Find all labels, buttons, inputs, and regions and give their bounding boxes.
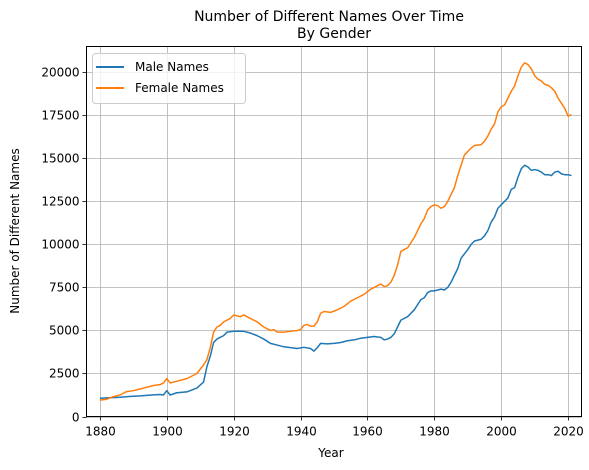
series-layer	[99, 62, 572, 401]
x-tick-label: 2000	[486, 425, 517, 439]
x-tick-label: 1920	[219, 425, 250, 439]
legend-label-female: Female Names	[135, 81, 224, 95]
y-tick-label: 2500	[49, 367, 80, 381]
y-tick-label: 10000	[41, 238, 79, 252]
y-axis-label: Number of Different Names	[8, 148, 22, 313]
x-axis-label: Year	[317, 446, 343, 460]
grid	[86, 46, 582, 418]
y-tick-label: 7500	[49, 281, 80, 295]
y-axis: 0 2500 5000 7500 10000 12500 15000 17500 20000	[41, 66, 87, 425]
x-tick-label: 1940	[286, 425, 317, 439]
chart-title: Number of Different Names Over Time	[194, 9, 464, 25]
legend-box	[92, 53, 246, 104]
x-tick-label: 1980	[419, 425, 450, 439]
y-tick-label: 20000	[41, 66, 79, 80]
series-line-male-names	[99, 164, 572, 400]
legend: Male Names Female Names	[92, 53, 246, 104]
plot-frame	[86, 46, 582, 417]
y-tick-label: 15000	[41, 152, 79, 166]
series-line-female-names	[99, 62, 572, 401]
x-tick-label: 2020	[553, 425, 584, 439]
x-tick-label: 1900	[152, 425, 183, 439]
x-axis: 1880 1900 1920 1940 1960 1980 2000 2020	[85, 416, 584, 439]
x-tick-label: 1880	[85, 425, 116, 439]
y-tick-label: 17500	[41, 109, 79, 123]
y-tick-label: 0	[72, 411, 80, 425]
y-tick-label: 5000	[49, 324, 80, 338]
x-tick-label: 1960	[352, 425, 383, 439]
legend-label-male: Male Names	[135, 60, 209, 74]
chart-subtitle: By Gender	[297, 26, 371, 42]
y-tick-label: 12500	[41, 195, 79, 209]
